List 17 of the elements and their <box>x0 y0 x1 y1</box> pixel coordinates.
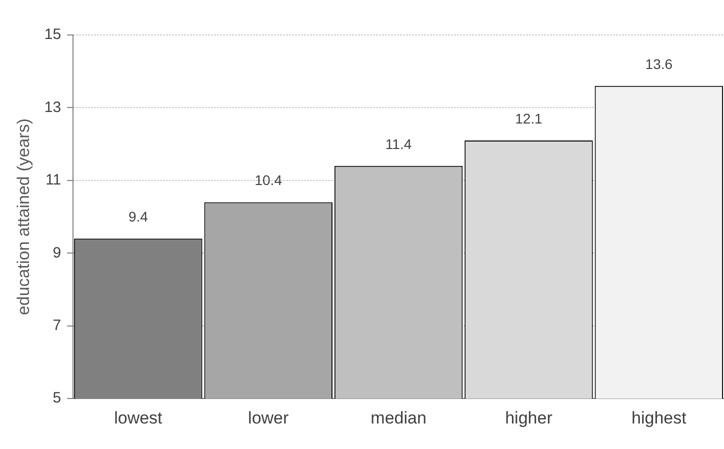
data-label: 12.1 <box>515 110 543 126</box>
data-label: 13.6 <box>645 56 673 72</box>
data-label: 10.4 <box>254 172 282 188</box>
y-tick-label: 5 <box>52 390 62 407</box>
x-tick-label: median <box>370 408 426 428</box>
y-tick-label: 15 <box>44 26 62 44</box>
data-label: 11.4 <box>385 136 412 152</box>
y-tick-label: 9 <box>52 244 62 262</box>
x-tick-label: lower <box>248 408 290 428</box>
data-label: 9.4 <box>128 208 148 224</box>
y-tick-label: 7 <box>52 317 62 334</box>
x-tick-label: highest <box>631 408 687 428</box>
y-tick-label: 13 <box>44 98 62 116</box>
y-tick-label: 11 <box>46 172 62 189</box>
x-tick-label: lowest <box>114 408 163 428</box>
y-axis-title: education attained (years) <box>14 118 33 316</box>
x-tick-label: higher <box>505 408 553 428</box>
